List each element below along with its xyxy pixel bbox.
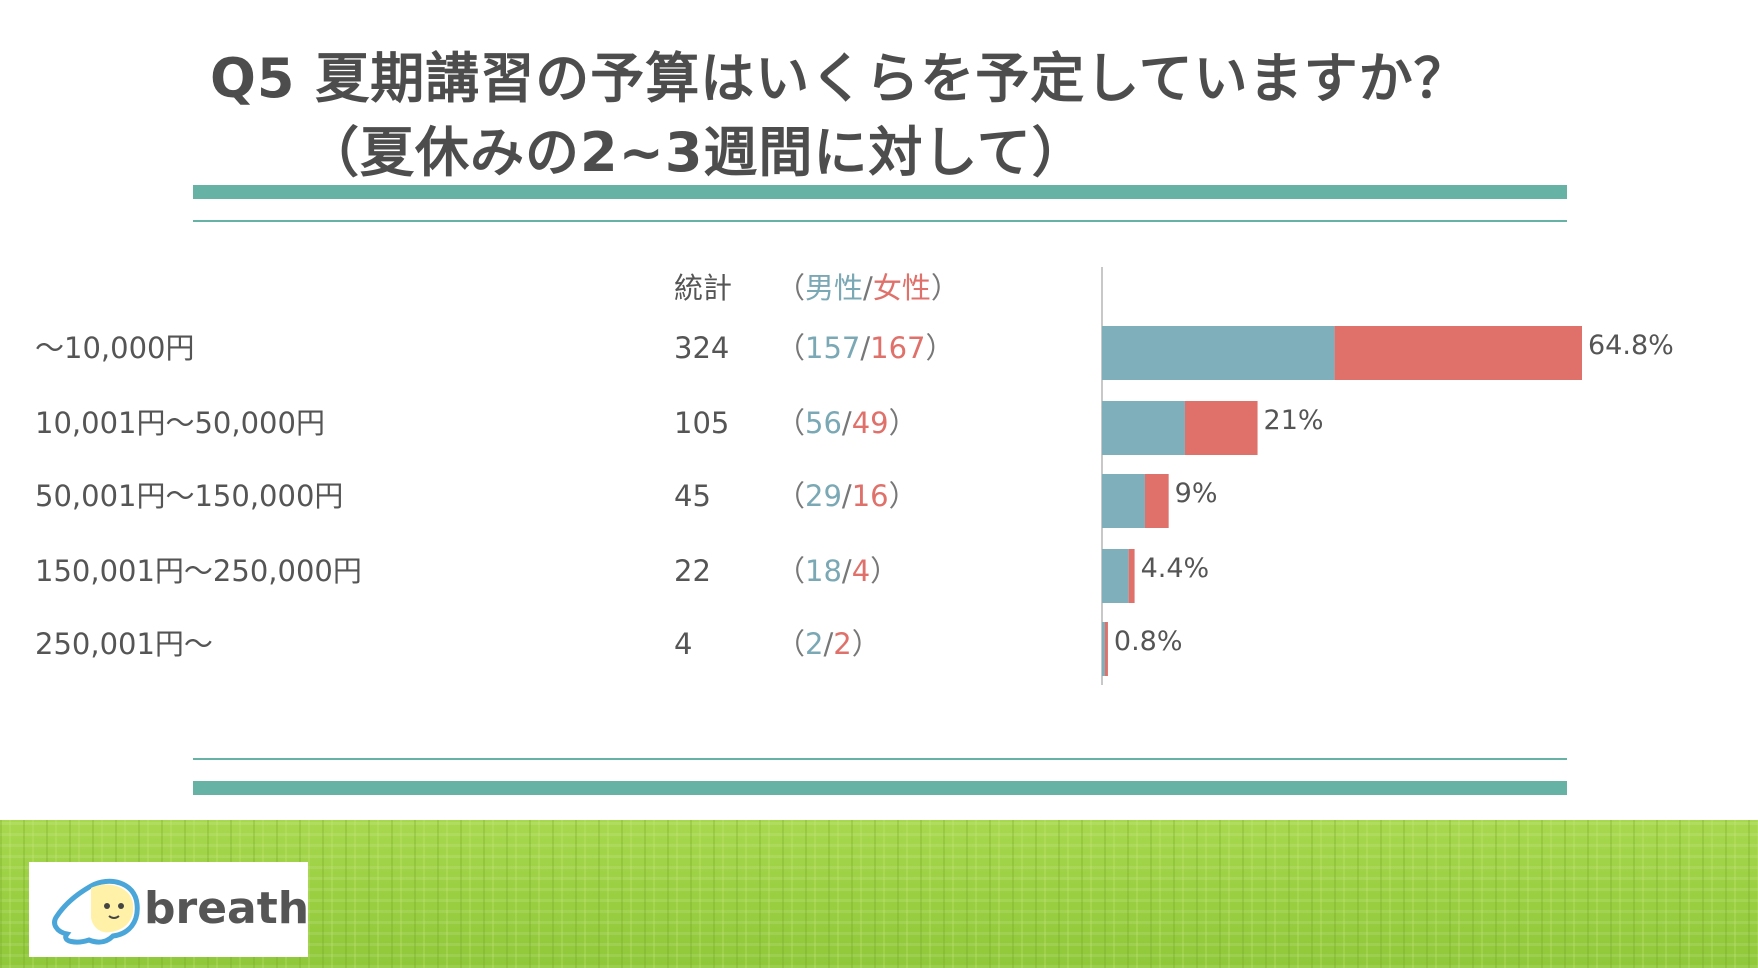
- header-slash: /: [863, 271, 873, 305]
- row-slash: /: [841, 479, 852, 513]
- header-open-paren: （: [776, 271, 806, 305]
- row-breakdown: （18/4）: [776, 553, 899, 589]
- header-total: 統計: [674, 271, 733, 305]
- header-female: 女性: [872, 271, 931, 305]
- title-line-1: Q5 夏期講習の予算はいくらを予定していますか？: [210, 47, 1469, 110]
- row-label: 50,001円～150,000円: [35, 479, 344, 513]
- top-thick-rule: [193, 185, 1567, 199]
- bar-segment-female: [1104, 622, 1108, 676]
- bar-segment-male: [1102, 326, 1335, 380]
- row-male-count: 56: [805, 406, 842, 440]
- row-open-paren: （: [776, 627, 806, 661]
- row-male-count: 18: [805, 554, 842, 588]
- row-female-count: 167: [870, 331, 926, 365]
- row-total: 45: [674, 479, 711, 513]
- breath-mascot-icon: [52, 878, 140, 945]
- page-title: Q5 夏期講習の予算はいくらを予定していますか？ （夏休みの2~3週間に対して）: [210, 42, 1469, 190]
- row-slash: /: [823, 627, 834, 661]
- breath-logo: breath: [29, 862, 310, 957]
- row-total: 4: [674, 627, 693, 661]
- bar-segment-female: [1128, 549, 1135, 603]
- row-breakdown: （56/49）: [776, 405, 918, 441]
- row-female-count: 16: [851, 479, 889, 513]
- bottom-thin-rule: [193, 758, 1567, 760]
- row-open-paren: （: [776, 406, 806, 440]
- row-total: 324: [674, 331, 730, 365]
- row-label: ～10,000円: [35, 331, 195, 365]
- row-close-paren: ）: [888, 479, 918, 513]
- header-breakdown: （男性/女性）: [776, 270, 960, 306]
- row-open-paren: （: [776, 554, 806, 588]
- row-open-paren: （: [776, 479, 806, 513]
- row-close-paren: ）: [870, 554, 900, 588]
- bar-segment-female: [1334, 326, 1582, 380]
- row-slash: /: [841, 406, 852, 440]
- bar-percent-label: 64.8%: [1588, 330, 1674, 361]
- row-male-count: 157: [805, 331, 861, 365]
- row-label: 10,001円～50,000円: [35, 406, 325, 440]
- row-total: 22: [674, 554, 711, 588]
- row-close-paren: ）: [888, 406, 918, 440]
- chart-axis: [1101, 267, 1103, 685]
- row-male-count: 2: [805, 627, 824, 661]
- row-breakdown: （29/16）: [776, 478, 918, 514]
- bottom-thick-rule: [193, 781, 1567, 795]
- header-male: 男性: [805, 271, 864, 305]
- bar-segment-female: [1144, 474, 1169, 528]
- row-label: 150,001円～250,000円: [35, 554, 362, 588]
- bar-segment-male: [1102, 474, 1145, 528]
- row-slash: /: [860, 331, 871, 365]
- row-open-paren: （: [776, 331, 806, 365]
- row-close-paren: ）: [851, 627, 881, 661]
- bar-segment-male: [1102, 549, 1129, 603]
- row-female-count: 49: [851, 406, 889, 440]
- row-female-count: 2: [833, 627, 852, 661]
- header-close-paren: ）: [930, 271, 960, 305]
- title-line-2: （夏休みの2~3週間に対して）: [305, 121, 1087, 184]
- top-thin-rule: [193, 220, 1567, 222]
- row-male-count: 29: [805, 479, 842, 513]
- row-label: 250,001円～: [35, 627, 213, 661]
- row-female-count: 4: [851, 554, 871, 588]
- row-breakdown: （157/167）: [776, 330, 955, 366]
- row-close-paren: ）: [925, 331, 955, 365]
- bar-percent-label: 4.4%: [1141, 553, 1210, 584]
- logo-text: breath: [144, 883, 310, 934]
- bar-segment-female: [1184, 401, 1258, 455]
- row-breakdown: （2/2）: [776, 626, 881, 662]
- bar-percent-label: 0.8%: [1114, 626, 1183, 657]
- bar-percent-label: 9%: [1175, 478, 1218, 509]
- row-slash: /: [841, 554, 852, 588]
- bar-segment-male: [1102, 401, 1185, 455]
- row-total: 105: [674, 406, 730, 440]
- bar-percent-label: 21%: [1264, 405, 1324, 436]
